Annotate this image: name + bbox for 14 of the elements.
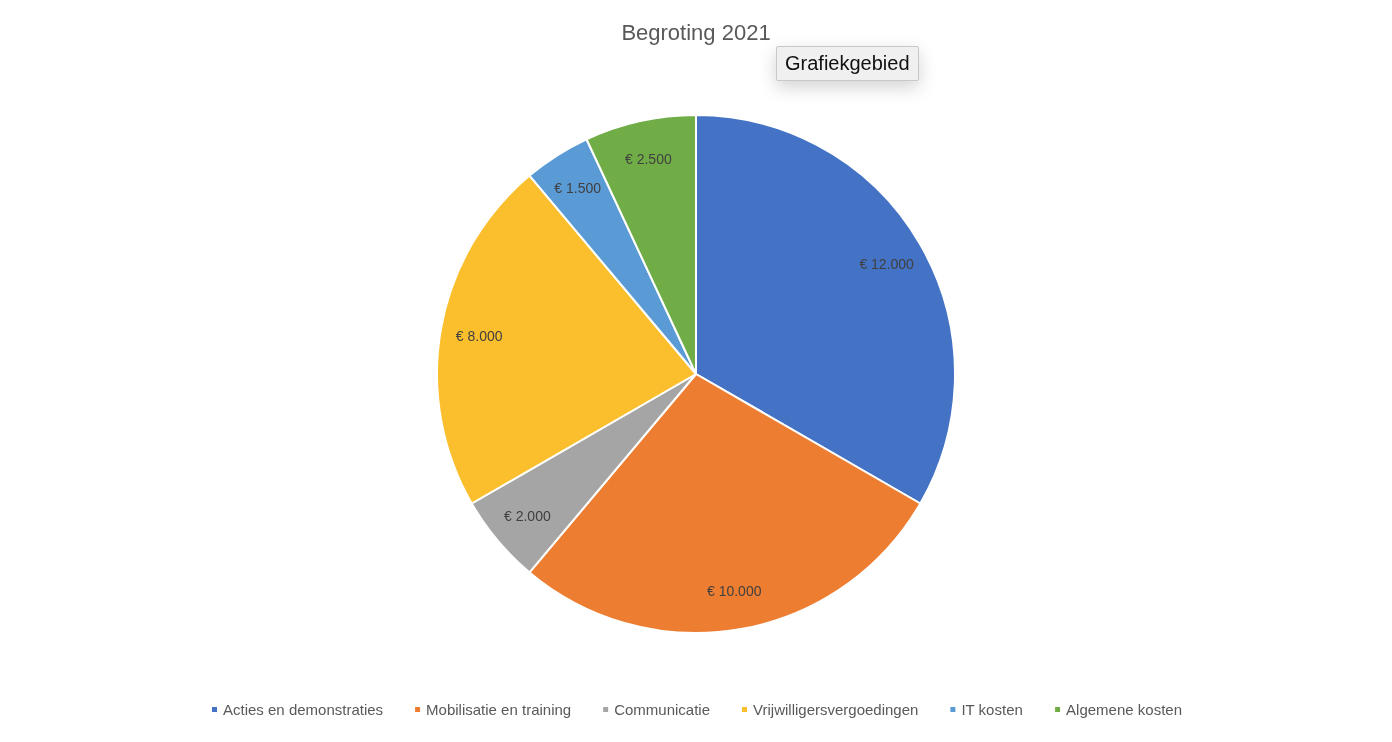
data-label: € 2.000: [504, 507, 551, 524]
data-label: € 1.500: [554, 180, 602, 197]
legend-label: Vrijwilligersvergoedingen: [753, 701, 919, 718]
data-label: € 8.000: [455, 327, 503, 344]
legend-label: IT kosten: [961, 701, 1023, 718]
data-label: € 12.000: [859, 255, 915, 272]
legend-label: Mobilisatie en training: [426, 701, 572, 718]
data-label: € 2.500: [624, 151, 672, 168]
legend-label: Acties en demonstraties: [223, 701, 384, 718]
legend-label: Communicatie: [614, 701, 711, 718]
legend-label: Algemene kosten: [1066, 701, 1182, 718]
data-label: € 10.000: [706, 582, 762, 599]
text: Grafiekgebied: [776, 46, 919, 81]
chart-title: Begroting 2021: [621, 19, 771, 45]
